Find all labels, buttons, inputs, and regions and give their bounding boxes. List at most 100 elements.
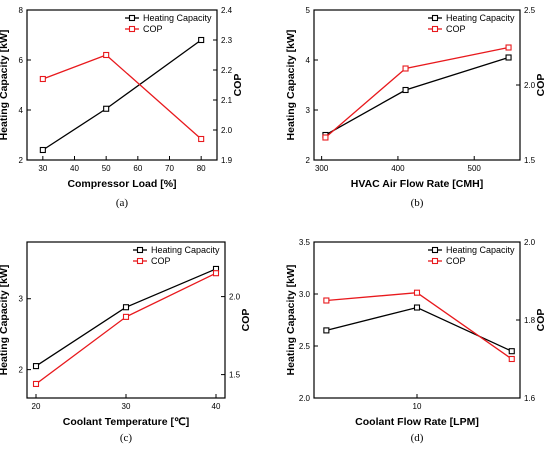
chart-panel-1: 30 40 50 60 70 80 2 4 6 8 1.9 2.0 2.1 2.2 2.3 2.4 Compre… — [0, 6, 244, 209]
data-point-cop — [322, 134, 329, 141]
panel-caption: (c) — [120, 432, 133, 444]
y-right-tick-label: 2.0 — [524, 81, 536, 90]
x-tick-label: 300 — [315, 164, 329, 173]
y-tick-label: 5 — [306, 6, 311, 15]
y-axis-label: Heating Capacity [kW] — [285, 30, 297, 141]
panel-caption: (d) — [411, 432, 424, 444]
data-point-cop — [198, 135, 205, 143]
data-point-heating-capacity — [32, 363, 40, 370]
chart-panel-4: 10 2.0 2.5 3.0 3.5 1.6 1.8 2.0 Coolant Flow Rate… — [285, 238, 547, 444]
y-axis-label: Heating Capacity [kW] — [285, 265, 297, 376]
y-right-tick-label: 1.5 — [524, 156, 536, 165]
y-tick-label: 3 — [19, 295, 24, 304]
x-axis-label: Coolant Temperature [℃] — [63, 416, 190, 428]
panel-caption: (b) — [411, 197, 424, 209]
y-tick-label: 2.0 — [299, 394, 311, 403]
y-right-tick-label: 2.4 — [221, 6, 233, 15]
legend-marker — [431, 14, 439, 22]
y-tick-label: 2.5 — [299, 342, 311, 351]
data-point-cop — [505, 44, 512, 51]
chart-panel-3: 20 30 40 2 3 1.5 2.0 Coolant Temperature [℃] Hea… — [0, 241, 252, 444]
data-point-cop — [413, 289, 421, 296]
y-tick-label: 4 — [19, 106, 24, 115]
x-tick-label: 50 — [102, 164, 111, 173]
data-point-cop — [508, 355, 515, 363]
data-point-heating-capacity — [323, 327, 330, 334]
y-tick-label: 2 — [19, 156, 24, 165]
y-tick-label: 3.0 — [299, 290, 311, 299]
x-axis-label: HVAC Air Flow Rate [CMH] — [351, 178, 483, 190]
legend-marker — [431, 257, 439, 265]
y-right-tick-label: 2.0 — [221, 126, 233, 135]
x-tick-label: 60 — [133, 164, 142, 173]
legend-label: COP — [143, 24, 163, 34]
series-line-cop — [326, 292, 513, 360]
y-right-tick-label: 2.0 — [524, 238, 536, 247]
plot-frame — [26, 241, 226, 399]
legend-label: Heating Capacity — [446, 245, 515, 255]
chart-panel-2: 300 400 500 2 3 4 5 1.5 2.0 2.5 HVAC Air Flow Rate… — [285, 6, 547, 209]
data-point-cop — [212, 270, 220, 277]
y-right-tick-label: 2.5 — [524, 6, 536, 15]
series-line-heating-capacity — [42, 39, 202, 151]
series-line-cop — [35, 272, 217, 385]
data-point-heating-capacity — [198, 36, 205, 44]
y-right-tick-label: 1.5 — [229, 371, 241, 380]
data-point-cop — [32, 380, 40, 388]
y-tick-label: 3 — [306, 106, 311, 115]
data-point-heating-capacity — [39, 146, 46, 154]
y-right-tick-label: 2.1 — [221, 96, 233, 105]
y-right-tick-label: 1.8 — [524, 316, 536, 325]
y-axis-label: Heating Capacity [kW] — [0, 265, 10, 376]
data-point-cop — [103, 51, 110, 59]
y-tick-label: 4 — [306, 56, 311, 65]
data-point-heating-capacity — [122, 304, 130, 311]
series-line-heating-capacity — [325, 56, 509, 136]
legend-label: COP — [446, 24, 466, 34]
plot-frame — [26, 9, 218, 161]
data-point-heating-capacity — [103, 105, 110, 112]
x-axis-label: Coolant Flow Rate [LPM] — [355, 416, 479, 428]
legend-marker — [136, 257, 144, 265]
data-point-heating-capacity — [508, 348, 515, 355]
legend-label: Heating Capacity — [143, 13, 212, 23]
plot-frame — [313, 241, 521, 399]
panel-caption: (a) — [116, 197, 129, 209]
y-tick-label: 6 — [19, 56, 24, 65]
series-line-heating-capacity — [326, 306, 513, 352]
x-tick-label: 80 — [197, 164, 206, 173]
y-right-axis-label: COP — [535, 74, 547, 97]
x-tick-label: 40 — [70, 164, 79, 173]
data-point-cop — [39, 75, 46, 83]
x-tick-label: 30 — [122, 402, 131, 411]
data-point-heating-capacity — [505, 54, 512, 61]
legend-label: Heating Capacity — [151, 245, 220, 255]
x-tick-label: 10 — [413, 402, 422, 411]
legend-marker — [431, 246, 439, 254]
y-right-axis-label: COP — [535, 309, 547, 332]
x-tick-label: 70 — [165, 164, 174, 173]
data-point-cop — [122, 313, 130, 320]
legend-label: COP — [446, 256, 466, 266]
data-point-heating-capacity — [402, 86, 409, 94]
y-axis-label: Heating Capacity [kW] — [0, 30, 10, 141]
data-point-cop — [323, 297, 330, 304]
x-tick-label: 30 — [38, 164, 47, 173]
x-tick-label: 40 — [212, 402, 221, 411]
series-line-cop — [325, 46, 509, 138]
y-tick-label: 2 — [19, 366, 24, 375]
y-right-tick-label: 1.6 — [524, 394, 536, 403]
plot-frame — [313, 9, 521, 161]
y-tick-label: 8 — [19, 6, 24, 15]
legend-marker — [128, 14, 136, 22]
legend-label: Heating Capacity — [446, 13, 515, 23]
x-axis-label: Compressor Load [%] — [67, 178, 176, 190]
legend-marker — [431, 25, 439, 33]
legend-label: COP — [151, 256, 171, 266]
x-tick-label: 20 — [32, 402, 41, 411]
